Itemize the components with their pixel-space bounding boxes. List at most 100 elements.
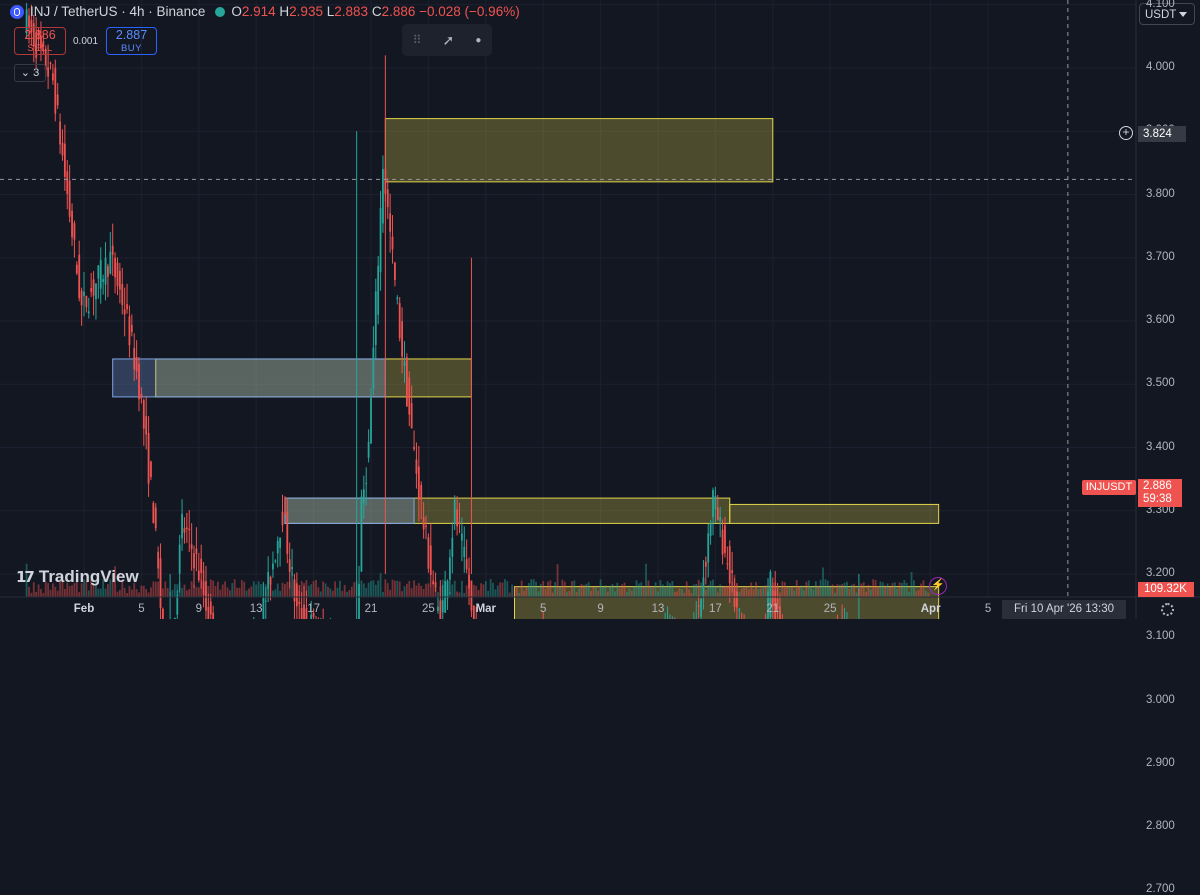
volume-bar xyxy=(466,585,468,597)
candle-body xyxy=(392,237,394,250)
candle-body xyxy=(112,246,114,255)
y-tick-label: 4.000 xyxy=(1146,61,1175,73)
volume-bar xyxy=(825,579,827,597)
y-tick-label: 2.800 xyxy=(1146,820,1175,832)
price-chart[interactable] xyxy=(0,0,1200,619)
candle-body xyxy=(69,181,71,217)
open-value: 2.914 xyxy=(242,4,276,19)
volume-bar xyxy=(657,592,659,597)
candle-body xyxy=(420,485,422,500)
volume-bar xyxy=(581,584,583,597)
x-tick-label: Apr xyxy=(921,603,941,615)
buy-button[interactable]: 2.887 BUY xyxy=(106,27,157,55)
volume-bar xyxy=(164,581,166,597)
candle-body xyxy=(298,602,300,604)
volume-bar xyxy=(389,590,391,597)
volume-bar xyxy=(511,585,513,597)
volume-bar xyxy=(715,586,717,597)
candle-body xyxy=(59,122,61,145)
volume-bar xyxy=(196,587,198,597)
demand-zone[interactable] xyxy=(113,359,386,397)
volume-bar xyxy=(210,580,212,597)
volume-bar xyxy=(124,588,126,597)
supply-zone[interactable] xyxy=(385,119,772,182)
volume-bar xyxy=(212,581,214,597)
volume-bar xyxy=(832,584,834,597)
volume-bar xyxy=(351,587,353,597)
volume-bar xyxy=(148,592,150,597)
candle-body xyxy=(717,508,719,521)
y-tick-label: 2.900 xyxy=(1146,757,1175,769)
candle-body xyxy=(88,311,90,313)
candle-body xyxy=(196,548,198,553)
indicators-toggle[interactable]: ⌄ 3 xyxy=(14,64,46,82)
gear-icon[interactable] xyxy=(1161,603,1174,616)
candle-body xyxy=(150,461,152,477)
logo-text: TradingView xyxy=(39,567,139,587)
candle-body xyxy=(411,403,413,428)
candle-body xyxy=(399,303,401,338)
high-key: H xyxy=(279,4,289,19)
volume-bar xyxy=(320,591,322,597)
volume-bar xyxy=(141,586,143,597)
volume-bar xyxy=(193,585,195,597)
symbol-title[interactable]: INJ / TetherUS · 4h · Binance xyxy=(30,4,205,19)
drag-handle-icon[interactable]: ⠿ xyxy=(413,33,422,47)
candle-body xyxy=(368,442,370,458)
add-plus-icon[interactable]: + xyxy=(1119,126,1133,140)
volume-bar xyxy=(224,581,226,597)
volume-bar xyxy=(784,582,786,597)
volume-bar xyxy=(899,582,901,597)
volume-bar xyxy=(145,589,147,597)
demand-zone[interactable] xyxy=(285,498,414,523)
x-tick-label: Feb xyxy=(74,603,94,615)
volume-bar xyxy=(236,588,238,597)
volume-bar xyxy=(710,581,712,597)
volume-bar xyxy=(880,581,882,597)
x-tick-label: 17 xyxy=(307,603,320,615)
candle-body xyxy=(66,171,68,194)
candle-body xyxy=(454,499,456,524)
bar-countdown: 59:38 xyxy=(1143,493,1182,506)
candle-body xyxy=(425,526,427,527)
volume-bar xyxy=(234,579,236,597)
volume-bar xyxy=(176,584,178,597)
dot-icon[interactable]: ● xyxy=(475,35,481,46)
last-price: 2.886 xyxy=(1143,480,1182,493)
candle-body xyxy=(47,67,49,76)
candle-body xyxy=(289,559,291,571)
volume-bar xyxy=(791,587,793,597)
volume-bar xyxy=(408,581,410,597)
candle-body xyxy=(83,292,85,296)
volume-bar xyxy=(504,579,506,597)
volume-bar xyxy=(375,585,377,597)
candle-body xyxy=(726,563,728,564)
volume-bar xyxy=(274,590,276,597)
volume-bar xyxy=(681,589,683,597)
sell-button[interactable]: 2.886 SELL xyxy=(14,27,66,55)
candle-body xyxy=(126,304,128,309)
volume-bar xyxy=(490,579,492,597)
candle-body xyxy=(93,279,95,295)
volume-bar xyxy=(203,570,205,597)
volume-bar xyxy=(621,584,623,597)
volume-bar xyxy=(243,582,245,597)
bolt-icon[interactable]: ⚡ xyxy=(929,577,947,595)
candle-body xyxy=(52,73,54,80)
candle-body xyxy=(62,143,64,156)
candle-body xyxy=(97,265,99,278)
candle-body xyxy=(145,416,147,434)
candle-body xyxy=(779,606,781,619)
candle-body xyxy=(76,265,78,274)
volume-bar xyxy=(152,581,154,597)
volume-bar xyxy=(906,583,908,597)
supply-zone[interactable] xyxy=(730,504,939,523)
cursor-arrow-icon[interactable]: ➚ xyxy=(443,32,455,49)
candle-body xyxy=(416,459,418,473)
candle-body xyxy=(262,598,264,619)
volume-bar xyxy=(361,580,363,597)
volume-bar xyxy=(870,589,872,597)
volume-bar xyxy=(836,584,838,597)
volume-bar xyxy=(451,584,453,597)
volume-bar xyxy=(442,580,444,597)
